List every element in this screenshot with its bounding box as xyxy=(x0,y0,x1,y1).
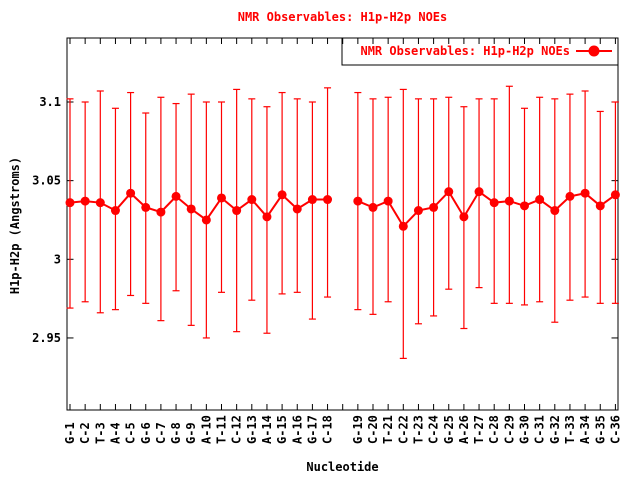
x-tick-label: C-36 xyxy=(608,415,622,444)
x-tick-label: G-25 xyxy=(442,415,456,444)
data-point-marker xyxy=(368,202,378,212)
data-point-marker xyxy=(80,196,90,206)
x-tick-label: A-14 xyxy=(260,415,274,444)
x-tick-label: A-4 xyxy=(108,422,122,444)
data-point-marker xyxy=(277,190,287,200)
y-tick-label: 3.05 xyxy=(32,174,61,188)
x-tick-label: T-11 xyxy=(215,415,229,444)
x-tick-label: G-9 xyxy=(184,422,198,444)
data-point-marker xyxy=(186,204,196,214)
data-point-marker xyxy=(110,206,120,216)
data-point-marker xyxy=(353,196,363,206)
x-tick-label: C-2 xyxy=(78,422,92,444)
data-point-marker xyxy=(474,187,484,197)
data-point-marker xyxy=(413,206,423,216)
data-point-marker xyxy=(201,215,211,225)
x-tick-label: C-24 xyxy=(427,415,441,444)
data-point-marker xyxy=(292,204,302,214)
data-point-marker xyxy=(95,198,105,208)
x-tick-label: G-30 xyxy=(518,415,532,444)
x-tick-label: G-6 xyxy=(139,422,153,444)
data-point-marker xyxy=(550,206,560,216)
y-tick-label: 2.95 xyxy=(32,331,61,345)
x-tick-label: T-27 xyxy=(472,415,486,444)
chart-title: NMR Observables: H1p-H2p NOEs xyxy=(237,10,448,24)
data-point-marker xyxy=(565,191,575,201)
x-tick-label: C-20 xyxy=(366,415,380,444)
x-tick-label: G-8 xyxy=(169,422,183,444)
data-point-marker xyxy=(610,190,620,200)
legend-sample-marker xyxy=(588,45,600,57)
data-point-marker xyxy=(383,196,393,206)
x-tick-label: C-29 xyxy=(502,415,516,444)
data-point-marker xyxy=(504,196,514,206)
data-point-marker xyxy=(141,202,151,212)
series-line xyxy=(69,191,328,222)
data-point-marker xyxy=(232,206,242,216)
x-axis-title: Nucleotide xyxy=(306,460,379,474)
x-tick-label: C-18 xyxy=(321,415,335,444)
x-tick-label: T-23 xyxy=(411,415,425,444)
data-point-marker xyxy=(126,188,136,198)
x-tick-label: G-17 xyxy=(305,415,319,444)
data-point-marker xyxy=(262,212,272,222)
data-point-marker xyxy=(580,188,590,198)
x-tick-label: C-22 xyxy=(396,415,410,444)
x-tick-label: C-28 xyxy=(487,415,501,444)
data-point-marker xyxy=(171,191,181,201)
x-tick-label: A-10 xyxy=(199,415,213,444)
x-tick-label: G-15 xyxy=(275,415,289,444)
x-tick-label: C-7 xyxy=(154,422,168,444)
x-tick-label: T-33 xyxy=(563,415,577,444)
data-point-marker xyxy=(429,202,439,212)
data-point-marker xyxy=(489,198,499,208)
x-tick-label: T-21 xyxy=(381,415,395,444)
data-point-marker xyxy=(535,195,545,205)
x-tick-label: C-31 xyxy=(533,415,547,444)
x-tick-label: A-34 xyxy=(578,415,592,444)
data-point-marker xyxy=(307,195,317,205)
series-line xyxy=(357,190,616,228)
x-tick-label: G-13 xyxy=(245,415,259,444)
x-tick-label: G-35 xyxy=(593,415,607,444)
x-tick-label: C-12 xyxy=(230,415,244,444)
x-tick-label: G-19 xyxy=(351,415,365,444)
data-point-marker xyxy=(398,221,408,231)
data-point-marker xyxy=(156,207,166,217)
data-point-marker xyxy=(459,212,469,222)
data-point-marker xyxy=(323,195,333,205)
plot-border xyxy=(66,37,619,411)
data-point-marker xyxy=(247,195,257,205)
y-tick-label: 3 xyxy=(54,252,61,266)
data-point-marker xyxy=(520,201,529,211)
data-point-marker xyxy=(595,201,605,211)
data-point-marker xyxy=(217,193,226,203)
legend-label: NMR Observables: H1p-H2p NOEs xyxy=(360,44,570,58)
x-tick-label: A-16 xyxy=(290,415,304,444)
y-tick-label: 3.1 xyxy=(39,95,61,109)
data-point-marker xyxy=(65,198,75,208)
legend-box xyxy=(341,37,619,66)
x-tick-label: A-26 xyxy=(457,415,471,444)
x-tick-label: G-1 xyxy=(63,422,77,444)
data-point-marker xyxy=(444,187,454,197)
x-tick-label: C-5 xyxy=(124,422,138,444)
x-tick-label: G-32 xyxy=(548,415,562,444)
x-tick-label: T-3 xyxy=(93,422,107,444)
